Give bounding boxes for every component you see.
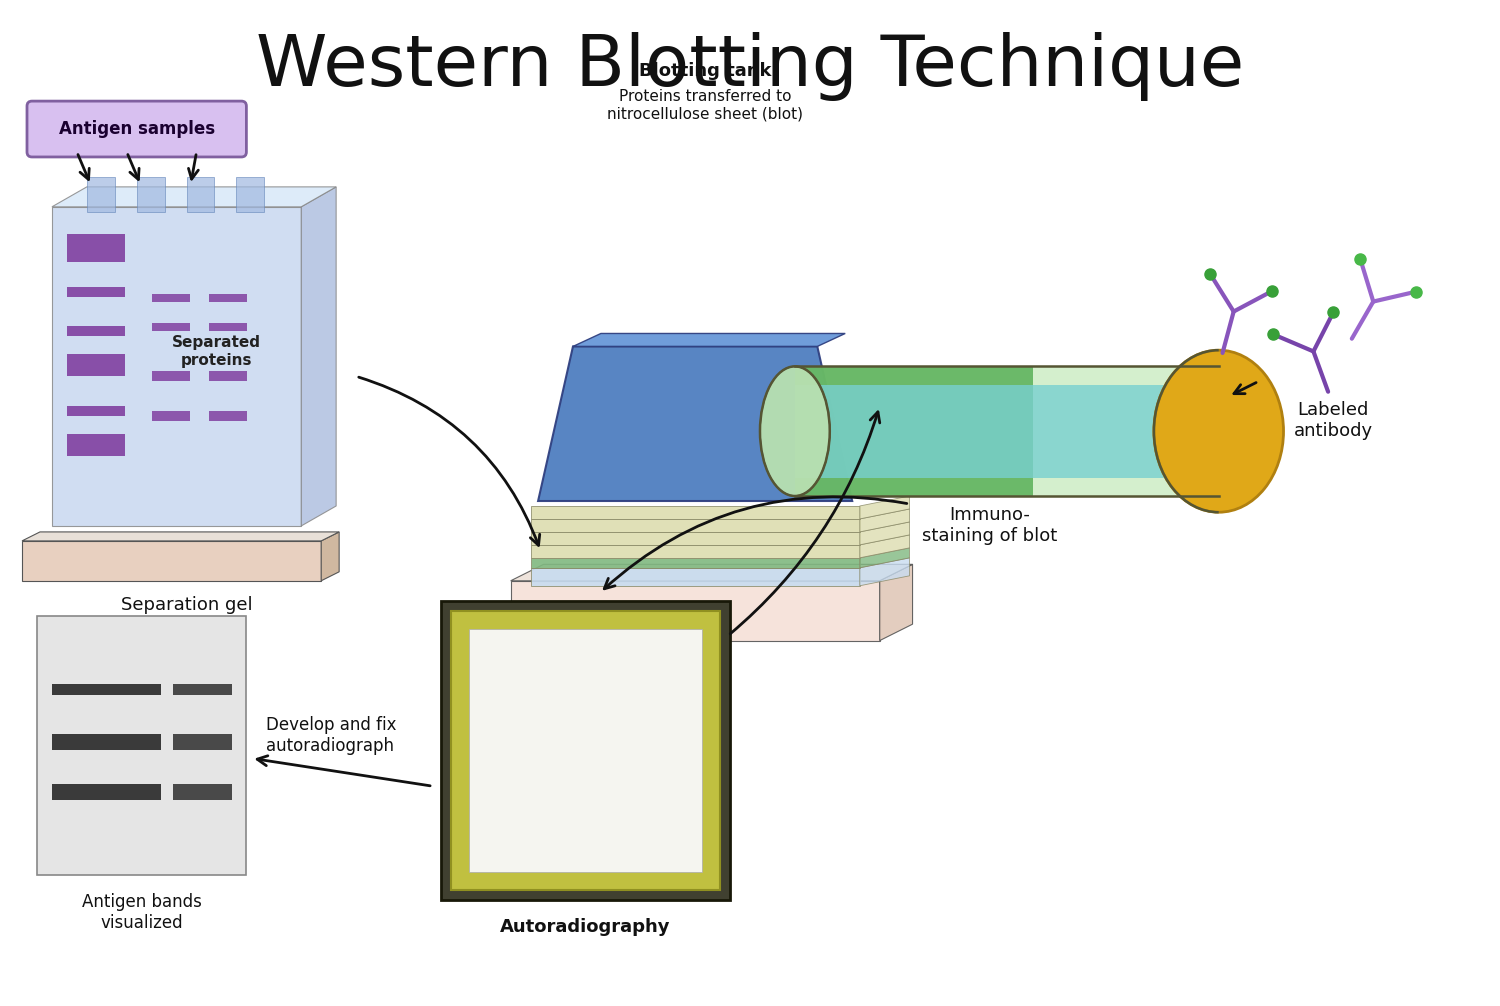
Polygon shape <box>302 187 336 526</box>
Polygon shape <box>538 346 852 501</box>
Polygon shape <box>22 532 339 541</box>
Polygon shape <box>53 187 336 207</box>
Bar <box>152 324 189 331</box>
Bar <box>531 532 860 545</box>
Bar <box>452 611 720 890</box>
Text: Proteins transferred to
nitrocellulose sheet (blot): Proteins transferred to nitrocellulose s… <box>608 90 802 122</box>
Bar <box>152 411 189 422</box>
Polygon shape <box>321 532 339 580</box>
Polygon shape <box>859 535 909 558</box>
Bar <box>795 366 1218 496</box>
Bar <box>68 233 124 262</box>
Text: Immuno-
staining of blot: Immuno- staining of blot <box>921 506 1058 545</box>
Polygon shape <box>859 558 909 585</box>
Polygon shape <box>859 496 909 519</box>
Text: Develop and fix
autoradiograph: Develop and fix autoradiograph <box>267 716 398 754</box>
Bar <box>531 506 860 519</box>
Bar <box>68 435 124 456</box>
Polygon shape <box>879 564 912 641</box>
Ellipse shape <box>1154 350 1284 512</box>
FancyBboxPatch shape <box>27 102 246 157</box>
Bar <box>68 287 124 297</box>
Polygon shape <box>136 177 165 212</box>
Bar <box>470 629 702 872</box>
Bar <box>53 734 160 750</box>
Bar <box>174 683 232 695</box>
Ellipse shape <box>760 366 830 496</box>
Bar <box>441 601 730 900</box>
Text: Labeled
antibody: Labeled antibody <box>1294 401 1372 440</box>
Text: Antigen bands
visualized: Antigen bands visualized <box>81 893 201 932</box>
Bar <box>68 327 124 336</box>
Text: Antigen samples: Antigen samples <box>58 120 214 138</box>
Polygon shape <box>186 177 214 212</box>
Bar <box>531 567 860 585</box>
Bar <box>68 354 124 376</box>
Bar <box>68 406 124 416</box>
Polygon shape <box>22 541 321 580</box>
Text: Separation gel: Separation gel <box>120 596 252 614</box>
Polygon shape <box>510 580 879 641</box>
Bar <box>38 616 246 875</box>
Bar <box>210 371 248 381</box>
Bar <box>210 324 248 331</box>
Text: Autoradiography: Autoradiography <box>500 917 670 936</box>
Text: Separated
proteins: Separated proteins <box>172 335 261 367</box>
Bar <box>531 558 860 567</box>
Polygon shape <box>53 207 302 526</box>
Bar <box>210 294 248 302</box>
Bar <box>795 366 1034 496</box>
Text: Blotting tank: Blotting tank <box>639 62 771 80</box>
Bar <box>210 411 248 422</box>
Polygon shape <box>859 548 909 567</box>
Bar <box>152 294 189 302</box>
Bar <box>174 785 232 800</box>
Bar <box>795 384 1168 478</box>
Bar <box>531 519 860 532</box>
Bar <box>174 734 232 750</box>
Polygon shape <box>859 522 909 545</box>
Bar <box>53 785 160 800</box>
Bar <box>152 371 189 381</box>
Polygon shape <box>510 564 912 580</box>
Bar <box>53 683 160 695</box>
Polygon shape <box>87 177 116 212</box>
Polygon shape <box>237 177 264 212</box>
Polygon shape <box>859 509 909 532</box>
Polygon shape <box>573 333 844 346</box>
Bar <box>531 545 860 558</box>
Text: Western Blotting Technique: Western Blotting Technique <box>256 32 1244 102</box>
